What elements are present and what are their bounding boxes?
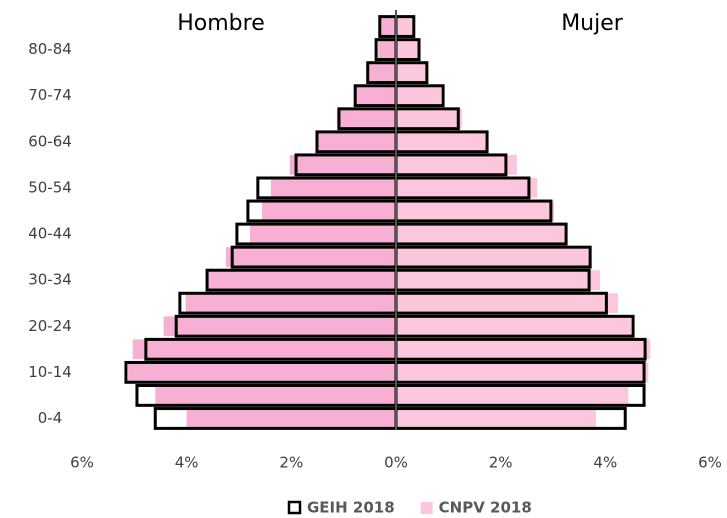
bar <box>207 270 396 291</box>
y-tick-label: 70-74 <box>28 86 72 104</box>
bar <box>379 16 396 37</box>
bar <box>270 178 396 198</box>
bar <box>396 154 517 175</box>
bar <box>396 108 462 129</box>
bar <box>356 85 396 106</box>
bar <box>336 108 396 129</box>
bar <box>396 85 442 106</box>
bar <box>396 201 555 221</box>
legend-label: CNPV 2018 <box>439 499 532 517</box>
bar <box>316 131 396 152</box>
y-tick-label: 20-24 <box>28 317 72 335</box>
y-tick-label: 30-34 <box>28 271 72 289</box>
bar <box>185 293 396 314</box>
bar <box>396 362 649 383</box>
x-tick-label: 4% <box>593 454 617 472</box>
bar <box>367 62 396 83</box>
bar <box>396 247 592 267</box>
bar <box>396 293 618 314</box>
bar <box>225 247 396 267</box>
bar <box>378 39 396 60</box>
x-tick-label: 2% <box>279 454 303 472</box>
bar <box>128 362 396 383</box>
legend-swatch <box>420 502 433 514</box>
bar <box>249 224 396 244</box>
side-label: Hombre <box>177 11 265 36</box>
x-tick-label: 0% <box>384 454 408 472</box>
bar <box>396 270 601 291</box>
x-tick-label: 6% <box>698 454 722 472</box>
bar <box>132 339 396 360</box>
y-tick-label: 80-84 <box>28 40 72 58</box>
bar <box>396 385 629 406</box>
x-tick-label: 6% <box>70 454 94 472</box>
y-tick-label: 0-4 <box>38 409 63 427</box>
x-tick-label: 4% <box>175 454 199 472</box>
bar <box>396 339 651 360</box>
bar <box>396 316 631 337</box>
bar <box>396 39 420 60</box>
bar <box>396 62 427 83</box>
bar <box>396 131 489 152</box>
bar <box>396 16 413 37</box>
bar <box>155 385 396 406</box>
bar <box>396 408 596 429</box>
bar <box>262 201 396 221</box>
bar <box>289 154 396 175</box>
x-tick-label: 2% <box>489 454 513 472</box>
y-tick-label: 50-54 <box>28 178 72 196</box>
bar <box>186 408 396 429</box>
bar <box>163 316 396 337</box>
bar <box>396 178 538 198</box>
legend-label: GEIH 2018 <box>307 499 395 517</box>
bar <box>396 224 568 244</box>
y-tick-label: 10-14 <box>28 363 72 381</box>
y-tick-label: 40-44 <box>28 225 72 243</box>
legend-swatch <box>287 500 302 515</box>
side-label: Mujer <box>561 11 624 36</box>
y-tick-label: 60-64 <box>28 132 72 150</box>
